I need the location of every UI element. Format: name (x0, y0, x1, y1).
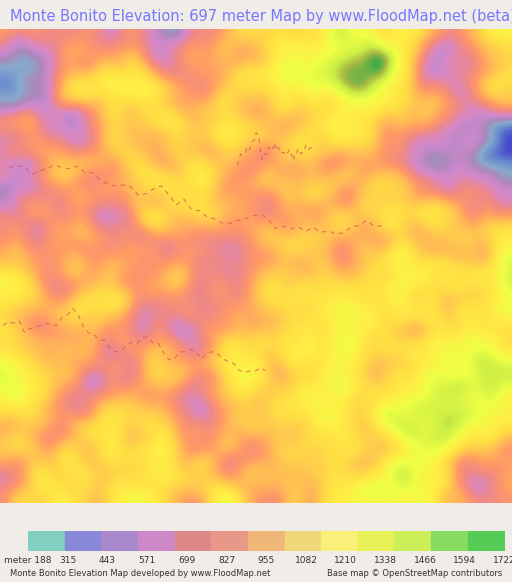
Text: 1082: 1082 (294, 556, 317, 565)
Text: 699: 699 (178, 556, 196, 565)
Text: 1466: 1466 (414, 556, 436, 565)
Text: 443: 443 (99, 556, 116, 565)
Text: 827: 827 (218, 556, 235, 565)
Text: 955: 955 (258, 556, 275, 565)
Text: 571: 571 (139, 556, 156, 565)
Text: 315: 315 (59, 556, 76, 565)
Text: 1594: 1594 (453, 556, 476, 565)
Text: meter 188: meter 188 (5, 556, 52, 565)
Text: Monte Bonito Elevation Map developed by www.FloodMap.net: Monte Bonito Elevation Map developed by … (10, 570, 271, 579)
Text: Monte Bonito Elevation: 697 meter Map by www.FloodMap.net (beta): Monte Bonito Elevation: 697 meter Map by… (10, 9, 512, 24)
Text: 1338: 1338 (374, 556, 397, 565)
Text: Base map © OpenStreetMap contributors: Base map © OpenStreetMap contributors (327, 570, 502, 579)
Text: 1722: 1722 (493, 556, 512, 565)
Text: 1210: 1210 (334, 556, 357, 565)
